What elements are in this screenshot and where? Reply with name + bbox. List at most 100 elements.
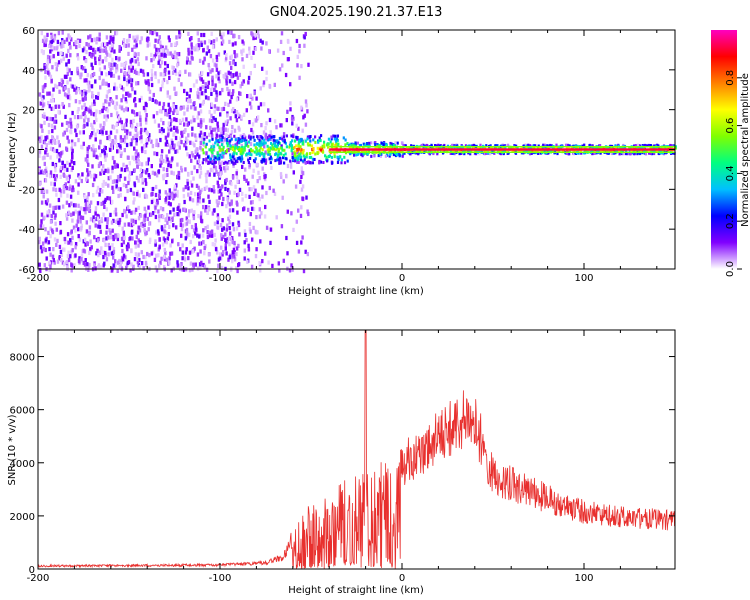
spectrogram-cell bbox=[207, 252, 211, 257]
spectrogram-cell bbox=[73, 87, 76, 92]
spectrogram-cell bbox=[48, 43, 51, 48]
spectrogram-cell bbox=[236, 75, 240, 80]
spectrogram-cell bbox=[111, 228, 114, 233]
spectrogram-cell bbox=[306, 152, 309, 156]
spectrogram-cell bbox=[198, 195, 201, 201]
spectrogram-cell bbox=[218, 160, 221, 165]
spectrogram-cell bbox=[90, 111, 93, 116]
spectrogram-cell bbox=[222, 130, 225, 135]
spectrogram-cell bbox=[228, 214, 232, 219]
spectrogram-cell bbox=[169, 243, 172, 248]
spectrogram-cell bbox=[90, 62, 93, 67]
spectrogram-cell bbox=[77, 227, 80, 232]
spectrogram-cell bbox=[204, 226, 207, 231]
spectrogram-cell bbox=[71, 248, 74, 253]
spectrogram-cell bbox=[204, 88, 207, 93]
spectrogram-cell bbox=[63, 236, 67, 242]
spectrogram-cell bbox=[153, 44, 157, 49]
spectrogram-cell bbox=[509, 146, 512, 150]
spectrogram-cell bbox=[305, 161, 308, 164]
spectrogram-cell bbox=[252, 135, 255, 139]
spectrogram-cell bbox=[206, 210, 209, 215]
spectrogram-cell bbox=[297, 156, 300, 160]
spectrogram-cell bbox=[269, 130, 272, 135]
spectrogram-cell bbox=[248, 149, 251, 154]
spectrogram-cell bbox=[217, 149, 221, 154]
spectrogram-cell bbox=[118, 217, 122, 223]
spectrogram-cell bbox=[306, 252, 309, 257]
spectrogram-cell bbox=[133, 197, 136, 202]
spectrogram-cell bbox=[100, 42, 103, 47]
spectrogram-cell bbox=[279, 151, 282, 155]
spectrogram-cell bbox=[119, 153, 123, 158]
spectrogram-cell bbox=[234, 138, 237, 142]
spectrogram-cell bbox=[260, 46, 263, 51]
spectrogram-cell bbox=[297, 147, 300, 151]
spectrogram-cell bbox=[219, 112, 222, 117]
spectrogram-cell bbox=[43, 112, 46, 117]
spectrogram-cell bbox=[314, 152, 317, 156]
spectrogram-cell bbox=[107, 235, 110, 240]
spectrogram-cell bbox=[499, 151, 502, 155]
spectrogram-cell bbox=[304, 99, 308, 104]
spectrogram-cell bbox=[118, 104, 122, 109]
spectrogram-cell bbox=[598, 146, 601, 150]
spectrogram-cell bbox=[228, 202, 232, 207]
spectrogram-cell bbox=[172, 171, 176, 176]
spectrogram-cell bbox=[270, 135, 273, 139]
spectrogram-cell bbox=[176, 189, 179, 195]
spectrogram-cell bbox=[57, 109, 60, 115]
spectrogram-cell bbox=[211, 168, 215, 173]
colorbar-tick-label: 0.2 bbox=[725, 213, 736, 229]
spectrogram-cell bbox=[301, 159, 305, 163]
spectrogram-cell bbox=[98, 61, 101, 66]
spectrogram-cell bbox=[172, 66, 175, 71]
spectrogram-cell bbox=[297, 208, 300, 213]
spectrogram-cell bbox=[226, 144, 229, 148]
spectrogram-cell bbox=[237, 35, 241, 40]
spectrogram-cell bbox=[380, 141, 383, 145]
spectrogram-cell bbox=[157, 143, 160, 148]
spectrogram-cell bbox=[156, 50, 159, 55]
spectrogram-cell bbox=[86, 146, 89, 151]
y-tick-label: 60 bbox=[22, 26, 35, 37]
spectrogram-cell bbox=[192, 228, 196, 233]
spectrogram-cell bbox=[494, 144, 497, 148]
spectrogram-cell bbox=[219, 91, 222, 96]
spectrogram-cell bbox=[203, 251, 206, 256]
spectrogram-cell bbox=[136, 57, 140, 62]
spectrogram-cell bbox=[278, 160, 281, 164]
spectrogram-cell bbox=[241, 197, 244, 202]
spectrogram-cell bbox=[142, 214, 146, 219]
spectrogram-cell bbox=[241, 152, 244, 156]
spectrogram-cell bbox=[99, 187, 102, 193]
spectrogram-cell bbox=[235, 266, 238, 271]
spectrogram-cell bbox=[88, 109, 91, 114]
spectrogram-cell bbox=[259, 102, 263, 107]
spectrogram-cell bbox=[79, 215, 83, 220]
spectrogram-cell bbox=[111, 165, 114, 170]
spectrogram-cell bbox=[60, 258, 63, 263]
spectrogram-cell bbox=[642, 146, 645, 150]
spectrogram-cell bbox=[182, 105, 186, 110]
spectrogram-cell bbox=[125, 164, 128, 169]
spectrogram-cell bbox=[183, 111, 186, 116]
spectrogram-cell bbox=[231, 155, 234, 159]
spectrogram-cell bbox=[199, 249, 202, 254]
spectrogram-cell bbox=[327, 137, 330, 141]
spectrogram-cell bbox=[249, 137, 252, 141]
spectrogram-cell bbox=[164, 112, 167, 117]
spectrogram-cell bbox=[145, 130, 148, 135]
spectrogram-cell bbox=[84, 106, 88, 111]
spectrogram-cell bbox=[104, 99, 107, 104]
spectrogram-cell bbox=[176, 142, 180, 147]
spectrogram-cell bbox=[162, 77, 166, 83]
spectrogram-cell bbox=[138, 98, 141, 103]
spectrogram-cell bbox=[45, 64, 49, 69]
spectrogram-cell bbox=[120, 68, 123, 73]
spectrogram-cell bbox=[555, 143, 558, 147]
spectrogram-cell bbox=[210, 145, 213, 149]
spectrogram-cell bbox=[443, 150, 446, 153]
spectrogram-cell bbox=[297, 126, 300, 131]
